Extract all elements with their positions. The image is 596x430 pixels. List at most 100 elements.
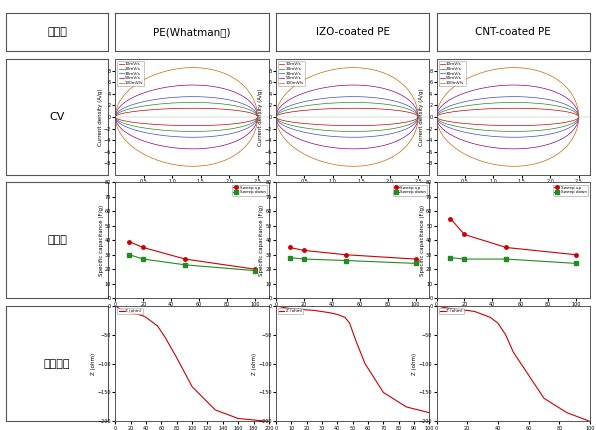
10mV/s	[510, 123, 517, 128]
20mV/s	[285, 122, 293, 127]
Line: 100mV/s: 100mV/s	[276, 68, 418, 166]
X-axis label: Potential (V): Potential (V)	[336, 185, 370, 190]
Z (ohm)	[162, 335, 169, 340]
Z (ohm)	[510, 350, 517, 355]
10mV/s	[254, 114, 261, 120]
Z (ohm)	[456, 307, 463, 313]
Line: 50mV/s: 50mV/s	[436, 85, 579, 149]
Z (ohm)	[479, 312, 486, 317]
Z (ohm)	[471, 309, 479, 314]
50mV/s	[285, 131, 292, 136]
10mV/s	[188, 123, 195, 128]
30mV/s	[575, 114, 582, 120]
50mV/s	[414, 114, 421, 120]
50mV/s	[545, 141, 552, 147]
30mV/s	[510, 135, 517, 140]
20mV/s	[254, 114, 261, 120]
Sweep up	[286, 245, 293, 250]
10mV/s	[445, 119, 452, 124]
Sweep up	[139, 245, 147, 250]
Z (ohm)	[296, 307, 303, 312]
Sweep down	[139, 256, 147, 261]
100mV/s	[188, 164, 195, 169]
Z (ohm)	[303, 307, 310, 313]
Sweep up	[126, 239, 133, 244]
30mV/s	[445, 125, 452, 130]
20mV/s	[414, 114, 421, 120]
Z (ohm)	[119, 308, 126, 313]
Legend: 10mV/s, 20mV/s, 30mV/s, 50mV/s, 100mV/s: 10mV/s, 20mV/s, 30mV/s, 50mV/s, 100mV/s	[117, 61, 144, 86]
10mV/s	[385, 122, 392, 127]
100mV/s	[349, 164, 356, 169]
20mV/s	[414, 114, 421, 119]
10mV/s	[414, 114, 421, 120]
10mV/s	[188, 106, 195, 111]
Sweep up	[502, 245, 510, 250]
50mV/s	[254, 114, 261, 120]
Legend: Sweep up, Sweep down: Sweep up, Sweep down	[393, 184, 427, 196]
Z (ohm)	[280, 305, 287, 310]
Sweep down	[126, 252, 133, 257]
Z (ohm)	[123, 309, 131, 314]
20mV/s	[575, 114, 582, 120]
Z (ohm)	[334, 312, 341, 317]
Z (ohm)	[188, 384, 195, 389]
50mV/s	[414, 114, 421, 119]
50mV/s	[510, 146, 517, 151]
10mV/s	[545, 122, 552, 127]
Line: 10mV/s: 10mV/s	[276, 108, 418, 126]
10mV/s	[130, 120, 137, 125]
Sweep down	[286, 255, 293, 260]
Z (ohm)	[135, 312, 142, 317]
50mV/s	[290, 134, 297, 139]
30mV/s	[510, 94, 517, 99]
Line: Sweep up: Sweep up	[449, 217, 578, 256]
Z (ohm)	[154, 323, 161, 329]
Sweep up	[412, 256, 419, 261]
Line: Z (ohm): Z (ohm)	[436, 306, 590, 421]
Line: Z (ohm): Z (ohm)	[116, 306, 269, 421]
30mV/s	[414, 114, 421, 120]
100mV/s	[404, 142, 411, 147]
50mV/s	[414, 114, 421, 120]
100mV/s	[285, 140, 292, 145]
30mV/s	[254, 114, 261, 120]
100mV/s	[414, 113, 421, 118]
Z (ohm)	[586, 419, 594, 424]
50mV/s	[451, 134, 458, 139]
Y-axis label: Specific capacitance (F/g): Specific capacitance (F/g)	[420, 205, 425, 276]
20mV/s	[285, 122, 292, 127]
20mV/s	[290, 123, 297, 129]
Sweep up	[342, 252, 349, 257]
50mV/s	[575, 114, 582, 119]
Line: Sweep down: Sweep down	[288, 256, 417, 265]
Text: PE(Whatman사): PE(Whatman사)	[153, 27, 231, 37]
Line: Sweep down: Sweep down	[128, 253, 257, 272]
Z (ohm)	[525, 372, 532, 378]
X-axis label: Potential (V): Potential (V)	[496, 185, 530, 190]
X-axis label: Potential (V): Potential (V)	[175, 185, 209, 190]
100mV/s	[385, 157, 392, 162]
X-axis label: Scan rate (mV/s): Scan rate (mV/s)	[490, 309, 536, 313]
Sweep down	[447, 255, 454, 260]
Y-axis label: Z (ohm): Z (ohm)	[91, 353, 97, 375]
Line: 100mV/s: 100mV/s	[436, 68, 579, 166]
100mV/s	[575, 114, 582, 120]
20mV/s	[254, 114, 261, 120]
Z (ohm)	[403, 404, 410, 409]
Text: CNT-coated PE: CNT-coated PE	[476, 27, 551, 37]
Y-axis label: Specific capacitance (F/g): Specific capacitance (F/g)	[98, 205, 104, 276]
30mV/s	[130, 127, 137, 132]
Sweep up	[447, 216, 454, 221]
Z (ohm)	[212, 407, 219, 412]
30mV/s	[244, 126, 251, 131]
100mV/s	[510, 65, 517, 70]
20mV/s	[575, 114, 582, 119]
20mV/s	[225, 127, 232, 132]
30mV/s	[414, 114, 421, 120]
10mV/s	[565, 119, 572, 124]
20mV/s	[125, 122, 132, 127]
50mV/s	[404, 132, 411, 137]
10mV/s	[510, 106, 517, 111]
30mV/s	[124, 125, 131, 130]
